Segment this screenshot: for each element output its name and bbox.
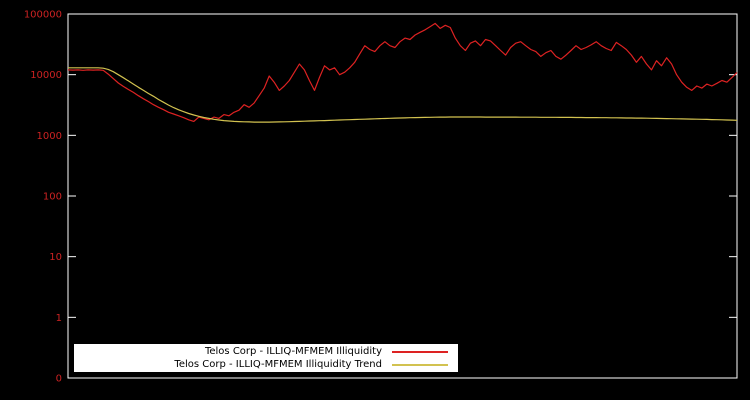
legend-label-illiquidity: Telos Corp - ILLIQ-MFMEM Illiquidity xyxy=(204,346,382,357)
legend-line-sample-trend xyxy=(392,363,448,366)
series-line-1 xyxy=(68,67,738,123)
plot-border xyxy=(67,13,738,379)
y-tick-label: 100 xyxy=(43,192,62,203)
legend-line-sample-illiquidity xyxy=(392,350,448,353)
y-tick-label: 10000 xyxy=(30,70,62,81)
y-tick-label: 10 xyxy=(49,252,62,263)
y-tick-label: 0 xyxy=(56,374,62,385)
y-tick-label: 1000 xyxy=(37,131,62,142)
y-tick-label: 1 xyxy=(56,313,62,324)
chart-legend: Telos Corp - ILLIQ-MFMEM Illiquidity Tel… xyxy=(74,344,458,372)
series-line-0 xyxy=(67,22,738,123)
legend-row-trend: Telos Corp - ILLIQ-MFMEM Illiquidity Tre… xyxy=(74,358,458,371)
legend-label-trend: Telos Corp - ILLIQ-MFMEM Illiquidity Tre… xyxy=(174,359,382,370)
legend-row-illiquidity: Telos Corp - ILLIQ-MFMEM Illiquidity xyxy=(74,345,458,358)
y-tick-label: 100000 xyxy=(24,10,62,21)
